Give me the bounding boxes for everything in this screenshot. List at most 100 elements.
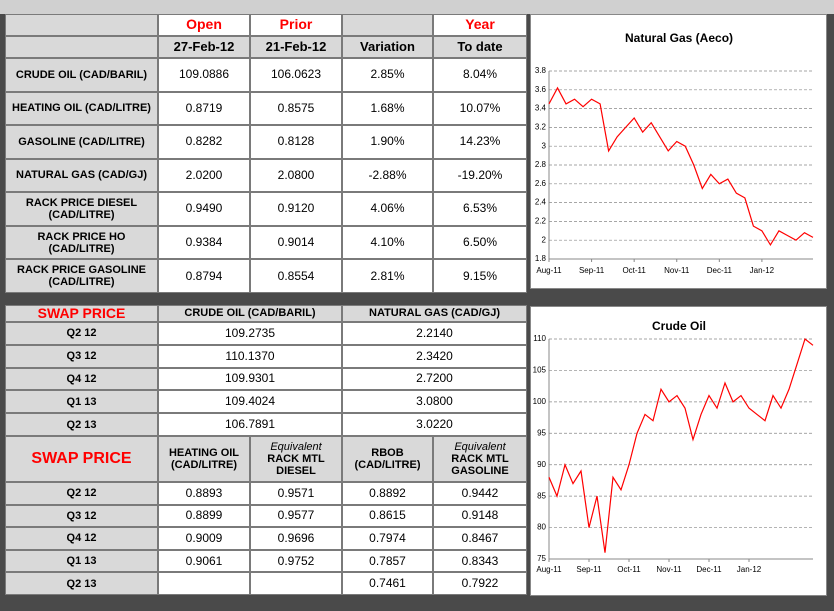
value-cell: 2.85%: [342, 58, 433, 92]
x-tick-label: Nov-11: [656, 565, 682, 574]
x-tick-label: Oct-11: [622, 266, 646, 275]
x-tick-label: Aug-11: [536, 266, 562, 275]
header-cell: Equivalent RACK MTL DIESEL: [250, 436, 342, 482]
header-cell: HEATING OIL (CAD/LITRE): [158, 436, 250, 482]
row-label: RACK PRICE GASOLINE (CAD/LITRE): [5, 259, 158, 293]
x-tick-label: Oct-11: [617, 565, 641, 574]
value-cell: 8.04%: [433, 58, 527, 92]
value-cell: 2.7200: [342, 367, 527, 391]
y-tick-label: 90: [537, 460, 546, 469]
chart-panel: Natural Gas (Aeco) 1.8 2 2.2 2.4 2.6 2.8 3 3.2 3.…: [530, 14, 827, 289]
x-tick-label: Nov-11: [664, 266, 690, 275]
value-cell: 2.3420: [342, 344, 527, 368]
value-cell: 14.23%: [433, 125, 527, 159]
chart-title: Crude Oil: [652, 319, 706, 333]
chart-panel: Crude Oil 75 80 85 90 95 100 105 110 Aug-11 Sep-11…: [530, 306, 827, 596]
y-tick-label: 95: [537, 428, 546, 437]
value-cell: 0.9061: [158, 549, 250, 573]
value-cell: 109.0886: [158, 58, 250, 92]
y-tick-label: 2.8: [535, 160, 547, 169]
header-text: RACK MTL DIESEL: [267, 452, 325, 478]
value-cell: 0.9490: [158, 192, 250, 226]
chart-title: Natural Gas (Aeco): [625, 31, 733, 45]
x-tick-label: Sep-11: [579, 266, 605, 275]
value-cell: 0.9442: [433, 482, 527, 505]
header-cell: 21-Feb-12: [250, 36, 342, 58]
row-label: Q2 12: [5, 322, 158, 345]
value-cell: 0.9148: [433, 504, 527, 528]
header-cell: NATURAL GAS (CAD/GJ): [342, 305, 527, 322]
section-title: SWAP PRICE: [5, 305, 158, 322]
value-cell: 0.9384: [158, 225, 250, 260]
value-cell: 0.8343: [433, 549, 527, 573]
row-label: Q2 13: [5, 572, 158, 595]
value-cell: 0.9009: [158, 527, 250, 550]
x-tick-label: Jan-12: [750, 266, 775, 275]
row-label: Q4 12: [5, 367, 158, 391]
value-cell: 6.50%: [433, 225, 527, 260]
value-cell: 0.8282: [158, 125, 250, 159]
row-label: Q1 13: [5, 390, 158, 414]
header-cell: RBOB (CAD/LITRE): [342, 436, 433, 482]
chart: Natural Gas (Aeco) 1.8 2 2.2 2.4 2.6 2.8 3 3.2 3.…: [535, 31, 814, 275]
value-cell: [250, 572, 342, 595]
row-label: NATURAL GAS (CAD/GJ): [5, 158, 158, 193]
y-tick-label: 80: [537, 523, 546, 532]
value-cell: 0.8892: [342, 482, 433, 505]
value-cell: 0.8794: [158, 259, 250, 293]
value-cell: 0.7974: [342, 527, 433, 550]
value-cell: 110.1370: [158, 344, 342, 368]
value-cell: 109.9301: [158, 367, 342, 391]
line: [548, 86, 814, 247]
header-cell: Open: [158, 14, 250, 36]
value-cell: 0.9571: [250, 482, 342, 505]
header-cell: [342, 14, 433, 36]
header-cell: To date: [433, 36, 527, 58]
row-label: HEATING OIL (CAD/LITRE): [5, 91, 158, 126]
x-tick-label: Sep-11: [576, 565, 602, 574]
value-cell: -2.88%: [342, 158, 433, 193]
value-cell: 0.7922: [433, 572, 527, 595]
value-cell: 2.0200: [158, 158, 250, 193]
row-label: Q3 12: [5, 504, 158, 528]
y-tick-label: 3.6: [535, 85, 547, 94]
y-tick-label: 75: [537, 554, 546, 563]
value-cell: 0.7461: [342, 572, 433, 595]
value-cell: 0.9577: [250, 504, 342, 528]
header-cell: [5, 36, 158, 58]
row-label: RACK PRICE DIESEL (CAD/LITRE): [5, 192, 158, 226]
header-cell: 27-Feb-12: [158, 36, 250, 58]
header-cell: Year: [433, 14, 527, 36]
value-cell: 10.07%: [433, 91, 527, 126]
section-title: SWAP PRICE: [5, 436, 158, 482]
header-text: RACK MTL GASOLINE: [451, 452, 509, 478]
value-cell: [158, 572, 250, 595]
y-tick-label: 3.4: [535, 104, 547, 113]
value-cell: 0.8128: [250, 125, 342, 159]
value-cell: 0.7857: [342, 549, 433, 573]
chart: Crude Oil 75 80 85 90 95 100 105 110 Aug-11 Sep-11…: [533, 319, 814, 574]
header-cell: Variation: [342, 36, 433, 58]
x-tick-label: Jan-12: [737, 565, 762, 574]
line: [548, 337, 814, 553]
row-label: Q2 12: [5, 482, 158, 505]
value-cell: 106.0623: [250, 58, 342, 92]
header-text: Equivalent: [454, 440, 506, 453]
value-cell: 0.8467: [433, 527, 527, 550]
value-cell: 3.0220: [342, 413, 527, 436]
value-cell: 106.7891: [158, 413, 342, 436]
value-cell: 0.8554: [250, 259, 342, 293]
value-cell: 9.15%: [433, 259, 527, 293]
header-cell: Prior: [250, 14, 342, 36]
header-text: RBOB (CAD/LITRE): [354, 446, 421, 471]
y-tick-label: 2.2: [535, 217, 547, 226]
value-cell: 4.06%: [342, 192, 433, 226]
row-label: CRUDE OIL (CAD/BARIL): [5, 58, 158, 92]
value-cell: 0.9120: [250, 192, 342, 226]
value-cell: 109.4024: [158, 390, 342, 414]
row-label: Q2 13: [5, 413, 158, 436]
value-cell: 0.8899: [158, 504, 250, 528]
value-cell: -19.20%: [433, 158, 527, 193]
value-cell: 0.9014: [250, 225, 342, 260]
